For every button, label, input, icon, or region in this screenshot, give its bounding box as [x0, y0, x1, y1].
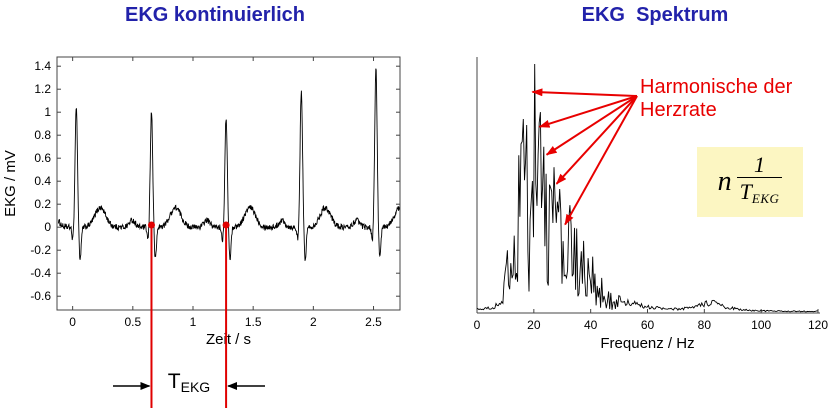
harmonics-annotation: Harmonische der Herzrate	[640, 76, 792, 122]
formula-denominator: TEKG	[736, 176, 783, 212]
x-tick-label: 80	[698, 318, 712, 332]
harmonic-arrow	[545, 95, 638, 156]
y-tick-label: -0.2	[30, 243, 51, 257]
harmonics-annotation-line2: Herzrate	[640, 99, 717, 121]
y-tick-label: 0.4	[34, 174, 51, 188]
left-chart-title: EKG kontinuierlich	[124, 4, 306, 26]
y-tick-label: 0	[44, 220, 51, 234]
harmonic-arrow	[538, 95, 638, 128]
period-label: TEKG	[152, 370, 226, 395]
x-tick-label: 60	[641, 318, 655, 332]
period-label-subscript: EKG	[180, 379, 211, 395]
harmonics-annotation-line1: Harmonische der	[640, 76, 793, 98]
spectrum-trace	[476, 63, 818, 313]
ekg-plot-frame	[56, 56, 401, 311]
ekg-y-axis-label: EKG / mV	[2, 150, 19, 217]
x-tick-label: 2	[310, 315, 317, 329]
x-tick-label: 0	[69, 315, 76, 329]
x-tick-label: 0	[474, 318, 481, 332]
x-tick-label: 0.5	[124, 315, 141, 329]
x-tick-label: 100	[751, 318, 771, 332]
right-chart-title: EKG Spektrum	[581, 4, 729, 26]
formula-fraction: 1 TEKG	[736, 151, 783, 212]
x-tick-label: 40	[584, 318, 598, 332]
ekg-trace	[57, 68, 400, 261]
harmonics-formula: n 1 TEKG	[697, 147, 803, 217]
x-tick-label: 1	[190, 315, 197, 329]
ekg-x-axis-label: Zeit / s	[206, 331, 251, 348]
y-tick-label: 0.2	[34, 197, 51, 211]
formula-denominator-subscript: EKG	[751, 190, 780, 206]
x-tick-label: 2.5	[365, 315, 382, 329]
y-tick-label: 1.2	[34, 82, 51, 96]
y-tick-label: 0.8	[34, 128, 51, 142]
harmonic-arrow	[564, 95, 638, 226]
y-tick-label: -0.4	[30, 266, 51, 280]
x-tick-label: 1.5	[245, 315, 262, 329]
spectrum-x-axis-label: Frequenz / Hz	[600, 335, 694, 352]
y-tick-label: 1.4	[34, 59, 51, 73]
period-marker-dot	[147, 221, 155, 229]
x-tick-label: 20	[527, 318, 541, 332]
formula-coefficient: n	[717, 166, 732, 197]
period-label-symbol: T	[167, 370, 181, 393]
period-marker-dot	[222, 221, 230, 229]
formula-denominator-symbol: T	[739, 178, 752, 204]
harmonic-arrow	[531, 88, 638, 97]
x-tick-label: 120	[808, 318, 828, 332]
harmonic-arrow	[555, 95, 638, 185]
y-tick-label: -0.6	[30, 289, 51, 303]
y-tick-label: 0.6	[34, 151, 51, 165]
y-tick-label: 1	[44, 105, 51, 119]
formula-numerator: 1	[754, 151, 765, 177]
